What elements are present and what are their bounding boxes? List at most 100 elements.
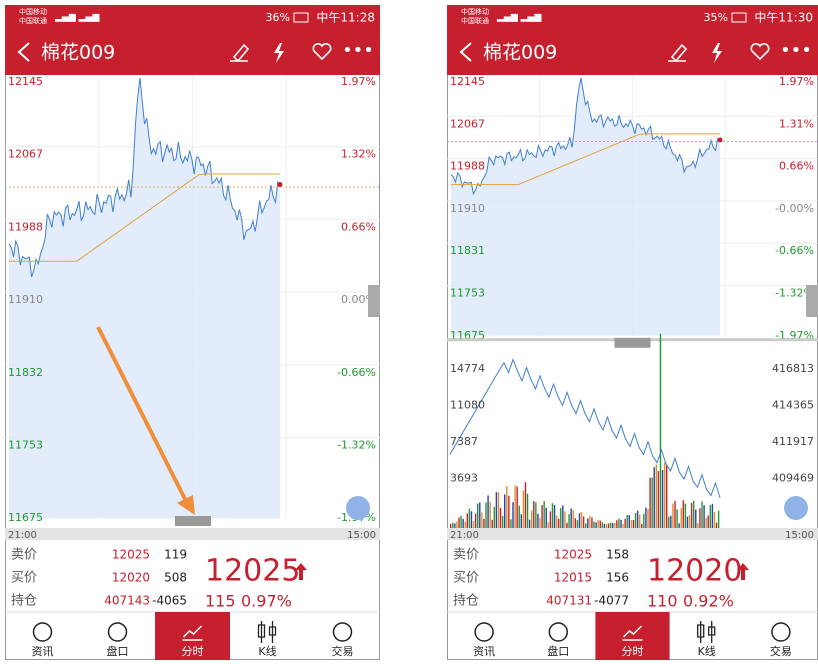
percent-label: -0.66% bbox=[775, 244, 814, 257]
carrier: 中国移动 bbox=[461, 7, 489, 16]
volume-bar bbox=[582, 516, 585, 528]
volume-bar bbox=[597, 520, 599, 528]
clock: 中午11:28 bbox=[316, 10, 375, 25]
last-price: 12020 bbox=[647, 554, 742, 589]
volume-bar bbox=[601, 522, 604, 528]
volume-bar bbox=[516, 486, 518, 528]
volume-bar bbox=[618, 518, 620, 528]
back-button[interactable] bbox=[17, 42, 30, 62]
volume-bar bbox=[489, 501, 491, 528]
volume-bar bbox=[466, 513, 469, 528]
app-bar bbox=[5, 5, 380, 75]
volume-bar bbox=[456, 521, 458, 528]
price-label: 11910 bbox=[8, 293, 43, 306]
volume-bar bbox=[717, 510, 720, 528]
average-line bbox=[451, 133, 720, 186]
percent-label: -1.32% bbox=[337, 439, 376, 452]
side-tab[interactable] bbox=[368, 285, 380, 317]
favorite-icon[interactable] bbox=[312, 42, 332, 61]
nav-item[interactable]: 交易 bbox=[332, 622, 354, 658]
volume-bar bbox=[651, 477, 653, 528]
time-bar bbox=[5, 528, 380, 540]
volume-bar bbox=[682, 500, 685, 528]
nav-item[interactable]: K线 bbox=[697, 621, 716, 658]
volume-bar bbox=[641, 523, 643, 528]
volume-bar bbox=[695, 509, 697, 528]
more-icon[interactable]: ••• bbox=[780, 40, 812, 61]
expand-handle[interactable] bbox=[175, 516, 211, 526]
carrier: 中国联通 bbox=[19, 16, 47, 25]
price-label: 12145 bbox=[450, 75, 485, 88]
volume-bar bbox=[686, 516, 689, 528]
volume-bar bbox=[547, 522, 550, 528]
page-title: 棉花009 bbox=[483, 42, 557, 64]
volume-bar bbox=[663, 462, 666, 528]
volume-bar bbox=[477, 503, 479, 528]
favorite-icon[interactable] bbox=[750, 42, 770, 61]
percent-label: 1.31% bbox=[779, 117, 814, 130]
side-tab[interactable] bbox=[806, 285, 818, 317]
clock: 中午11:30 bbox=[754, 10, 813, 25]
volume-bar bbox=[568, 514, 570, 528]
volume-bar bbox=[558, 518, 560, 528]
volume-bar bbox=[657, 471, 660, 528]
volume-bar bbox=[576, 520, 579, 528]
flash-icon[interactable] bbox=[274, 43, 284, 63]
volume-bar bbox=[572, 510, 574, 528]
price-area bbox=[9, 77, 280, 519]
quote-volume: 119 bbox=[164, 548, 187, 562]
nav-item[interactable]: K线 bbox=[257, 621, 277, 658]
volume-bar bbox=[607, 523, 610, 528]
volume-bar bbox=[649, 477, 651, 528]
nav-item[interactable]: 资讯 bbox=[32, 622, 54, 658]
flash-icon[interactable] bbox=[712, 43, 722, 63]
change: 115 bbox=[205, 592, 236, 611]
volume-label: 3693 bbox=[450, 471, 478, 484]
nav-item[interactable]: 资讯 bbox=[473, 622, 495, 658]
nav-item[interactable]: 盘口 bbox=[547, 622, 569, 658]
price-label: 11832 bbox=[8, 366, 43, 379]
volume-bar bbox=[697, 522, 699, 528]
nav-item[interactable]: 分时 bbox=[595, 612, 670, 660]
nav-icon bbox=[697, 621, 716, 643]
edit-icon[interactable] bbox=[668, 43, 688, 63]
volume-bar bbox=[678, 523, 680, 528]
quote-price: 12025 bbox=[554, 548, 592, 562]
volume-bar bbox=[605, 523, 608, 528]
volume-bar bbox=[690, 502, 693, 528]
volume-bar bbox=[562, 505, 564, 528]
edit-icon[interactable] bbox=[230, 43, 250, 63]
float-button[interactable] bbox=[346, 496, 370, 520]
volume-bar bbox=[472, 521, 475, 528]
quote-label: 买价 bbox=[453, 571, 479, 586]
volume-bar bbox=[587, 518, 589, 528]
change-pct: 0.97% bbox=[241, 592, 292, 611]
battery: 36% bbox=[266, 11, 290, 24]
quote-volume: 508 bbox=[164, 571, 187, 585]
nav-item[interactable]: 分时 bbox=[155, 612, 230, 660]
volume-bar bbox=[655, 464, 658, 528]
price-line bbox=[450, 77, 721, 196]
nav-active-bg bbox=[595, 612, 670, 660]
volume-bar bbox=[541, 505, 543, 528]
nav-item[interactable]: 交易 bbox=[770, 622, 792, 658]
volume-bar bbox=[564, 511, 566, 528]
change-pct: 0.92% bbox=[683, 592, 734, 611]
price-label: 11753 bbox=[8, 439, 43, 452]
percent-label: 0.00% bbox=[341, 293, 376, 306]
nav-icon bbox=[332, 622, 353, 642]
volume-bar bbox=[709, 505, 712, 528]
nav-item[interactable]: 盘口 bbox=[107, 622, 129, 658]
quote-volume: -4077 bbox=[594, 594, 629, 608]
nav-icon bbox=[622, 625, 643, 641]
volume-bar bbox=[701, 501, 703, 528]
back-button[interactable] bbox=[459, 42, 472, 62]
float-button[interactable] bbox=[784, 496, 808, 520]
time-end: 15:00 bbox=[785, 530, 814, 541]
volume-bar bbox=[454, 523, 456, 528]
volume-bar bbox=[491, 519, 493, 528]
volume-bar bbox=[707, 515, 709, 528]
more-icon[interactable]: ••• bbox=[342, 40, 374, 61]
volume-bar bbox=[599, 520, 601, 528]
collapse-handle[interactable] bbox=[614, 337, 651, 348]
